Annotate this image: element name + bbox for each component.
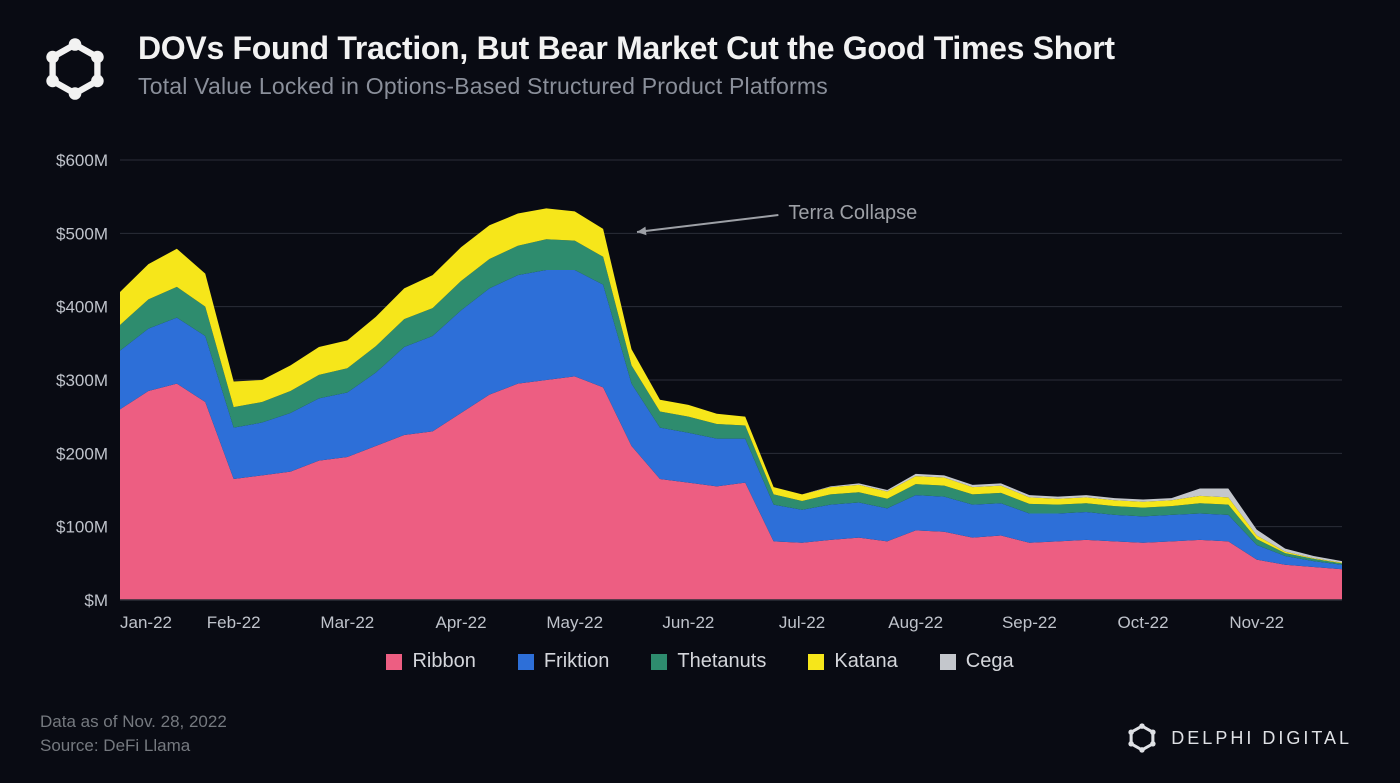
svg-text:$500M: $500M: [56, 224, 108, 243]
legend-swatch: [940, 654, 956, 670]
footer-date: Data as of Nov. 28, 2022: [40, 710, 227, 735]
legend-item: Thetanuts: [651, 650, 766, 673]
svg-text:Apr-22: Apr-22: [436, 613, 487, 632]
delphi-logo-small-icon: [1125, 721, 1159, 755]
title-block: DOVs Found Traction, But Bear Market Cut…: [138, 30, 1352, 100]
svg-text:Nov-22: Nov-22: [1229, 613, 1284, 632]
legend-item: Katana: [808, 650, 897, 673]
svg-text:Mar-22: Mar-22: [320, 613, 374, 632]
header: DOVs Found Traction, But Bear Market Cut…: [0, 0, 1400, 109]
legend-swatch: [386, 654, 402, 670]
chart-legend: Ribbon Friktion Thetanuts Katana Cega: [0, 650, 1400, 673]
svg-text:Jun-22: Jun-22: [662, 613, 714, 632]
legend-label: Ribbon: [412, 650, 475, 673]
legend-swatch: [518, 654, 534, 670]
svg-text:$100M: $100M: [56, 518, 108, 537]
brand-text: DELPHI DIGITAL: [1171, 728, 1352, 749]
svg-text:Jan-22: Jan-22: [120, 613, 172, 632]
annotation-terra-collapse: Terra Collapse: [788, 202, 917, 224]
svg-text:$400M: $400M: [56, 298, 108, 317]
legend-label: Katana: [834, 650, 897, 673]
svg-text:Jul-22: Jul-22: [779, 613, 825, 632]
svg-text:$300M: $300M: [56, 371, 108, 390]
footer-source: Source: DeFi Llama: [40, 734, 227, 759]
tvl-stacked-area-chart: $M $100M $200M $300M $400M $500M $600M Jan-22 Fe…: [40, 150, 1352, 640]
legend-item: Cega: [940, 650, 1014, 673]
svg-text:Aug-22: Aug-22: [888, 613, 943, 632]
legend-label: Thetanuts: [677, 650, 766, 673]
legend-label: Friktion: [544, 650, 610, 673]
svg-text:Oct-22: Oct-22: [1118, 613, 1169, 632]
footer-attribution: Data as of Nov. 28, 2022 Source: DeFi Ll…: [40, 710, 227, 759]
svg-text:Feb-22: Feb-22: [207, 613, 261, 632]
svg-text:$M: $M: [84, 591, 108, 610]
brand-mark: DELPHI DIGITAL: [1125, 721, 1352, 755]
legend-swatch: [808, 654, 824, 670]
svg-text:$200M: $200M: [56, 444, 108, 463]
svg-text:May-22: May-22: [546, 613, 603, 632]
legend-label: Cega: [966, 650, 1014, 673]
page-title: DOVs Found Traction, But Bear Market Cut…: [138, 30, 1352, 67]
legend-item: Friktion: [518, 650, 610, 673]
page-subtitle: Total Value Locked in Options-Based Stru…: [138, 73, 1352, 100]
delphi-logo-icon: [40, 34, 110, 109]
legend-item: Ribbon: [386, 650, 475, 673]
svg-text:Sep-22: Sep-22: [1002, 613, 1057, 632]
legend-swatch: [651, 654, 667, 670]
svg-text:$600M: $600M: [56, 151, 108, 170]
